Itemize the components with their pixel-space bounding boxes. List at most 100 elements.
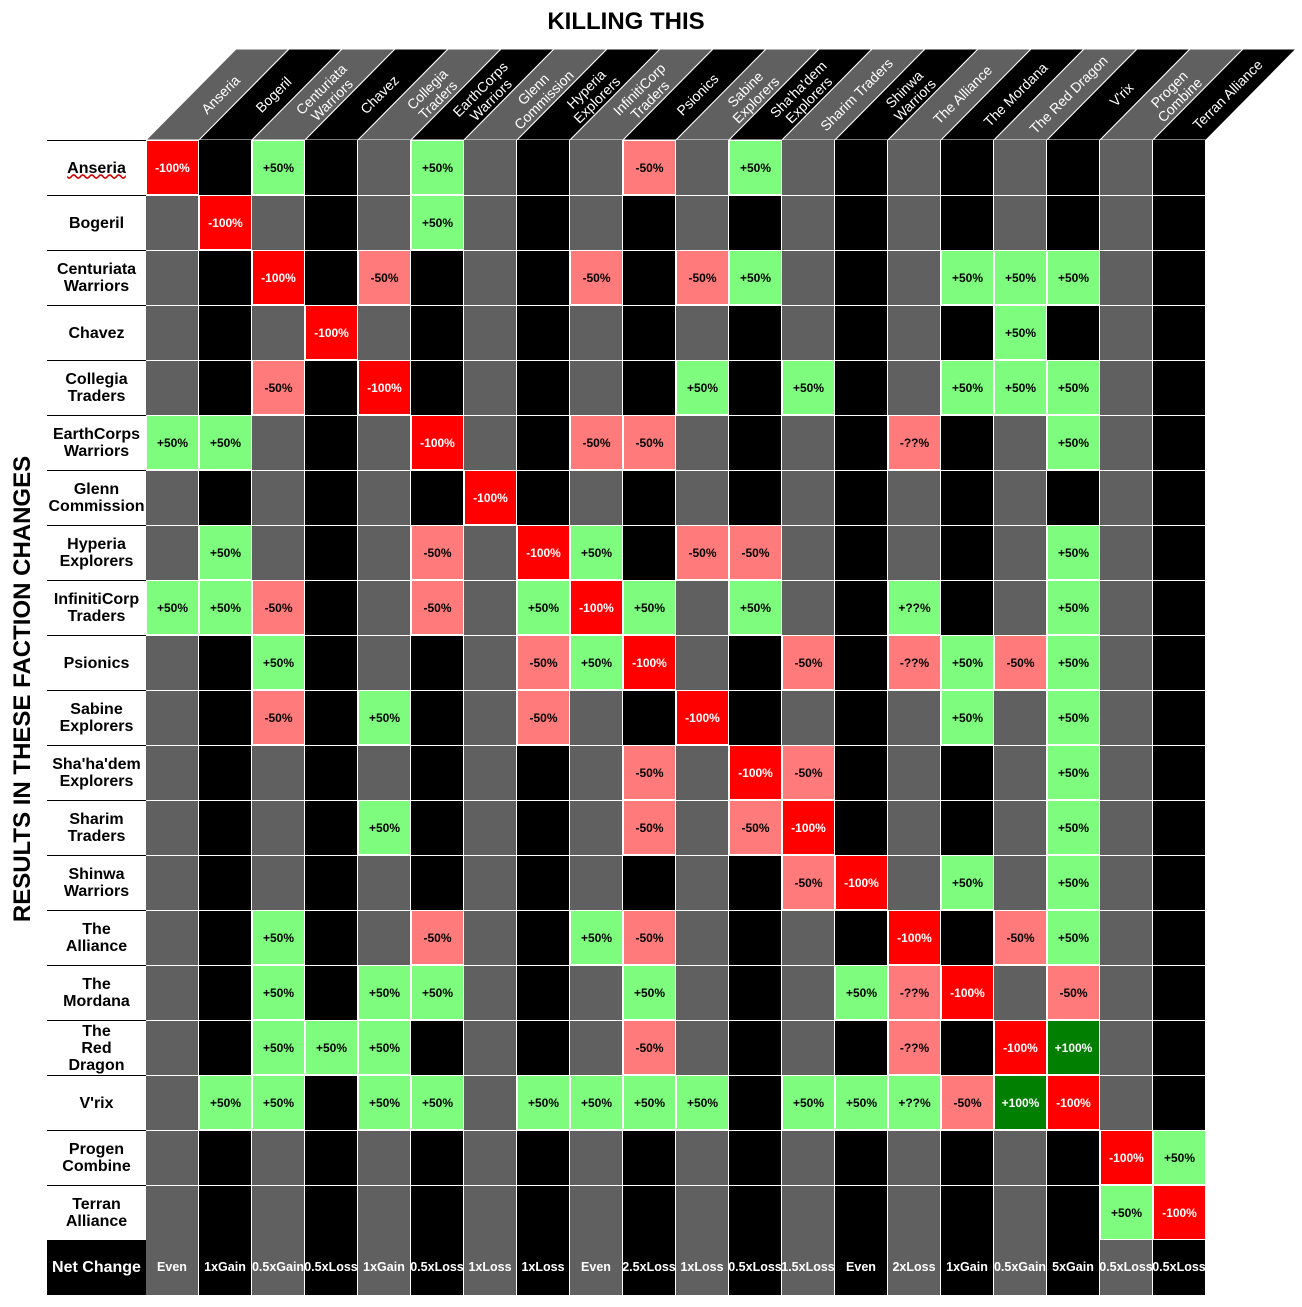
cell-the-alliance-psionics: -50% xyxy=(623,910,676,965)
row-separator xyxy=(146,195,1206,196)
cell-collegia-traders-sabine-explorers: +50% xyxy=(676,360,729,415)
net-change-label: Net Change xyxy=(47,1240,146,1295)
cell-sabine-explorers-collegia-traders: +50% xyxy=(358,690,411,745)
cell-collegia-traders-the-mordana: +50% xyxy=(941,360,994,415)
cell-the-mordana-earthcorps-warriors: +50% xyxy=(411,965,464,1020)
cell-centuriata-warriors-infiniticorp-traders: -50% xyxy=(570,250,623,305)
cell-v-rix-hyperia-explorers: +50% xyxy=(517,1075,570,1130)
row-separator xyxy=(146,305,1206,306)
chart-title: KILLING THIS xyxy=(547,8,705,35)
cell-the-mordana-collegia-traders: +50% xyxy=(358,965,411,1020)
column-header-bg-terran-alliance xyxy=(1152,48,1298,140)
cell-sabine-explorers-centuriata-warriors: -50% xyxy=(252,690,305,745)
row-label-v-rix: V'rix xyxy=(47,1075,146,1130)
cell-terran-alliance-terran-alliance: -100% xyxy=(1153,1185,1206,1240)
cell-the-red-dragon-the-red-dragon: -100% xyxy=(994,1020,1047,1075)
row-label-sha-ha-dem-explorers: Sha'ha'dem Explorers xyxy=(47,745,146,800)
cell-the-alliance-infiniticorp-traders: +50% xyxy=(570,910,623,965)
row-label-centuriata-warriors: Centuriata Warriors xyxy=(47,250,146,305)
cell-sharim-traders-sha-ha-dem-explorers: -50% xyxy=(729,800,782,855)
cell-sabine-explorers-hyperia-explorers: -50% xyxy=(517,690,570,745)
cell-sharim-traders-sharim-traders: -100% xyxy=(782,800,835,855)
cell-collegia-traders-centuriata-warriors: -50% xyxy=(252,360,305,415)
row-separator xyxy=(146,580,1206,581)
cell-psionics-the-red-dragon: -50% xyxy=(994,635,1047,690)
cell-centuriata-warriors-the-mordana: +50% xyxy=(941,250,994,305)
cell-v-rix-the-alliance: +??% xyxy=(888,1075,941,1130)
cell-the-mordana-shinwa-warriors: +50% xyxy=(835,965,888,1020)
cell-the-red-dragon-chavez: +50% xyxy=(305,1020,358,1075)
net-change-psionics: 2.5x Loss xyxy=(622,1240,676,1295)
row-separator xyxy=(146,910,1206,911)
cell-v-rix-sharim-traders: +50% xyxy=(782,1075,835,1130)
row-label-glenn-commission: Glenn Commission xyxy=(47,470,146,525)
cell-v-rix-sabine-explorers: +50% xyxy=(676,1075,729,1130)
cell-sha-ha-dem-explorers-v-rix: +50% xyxy=(1047,745,1100,800)
cell-anseria-centuriata-warriors: +50% xyxy=(252,140,305,195)
cell-anseria-earthcorps-warriors: +50% xyxy=(411,140,464,195)
row-separator xyxy=(146,745,1206,746)
cell-shinwa-warriors-shinwa-warriors: -100% xyxy=(835,855,888,910)
row-separator xyxy=(146,800,1206,801)
row-label-hyperia-explorers: Hyperia Explorers xyxy=(47,525,146,580)
cell-collegia-traders-sharim-traders: +50% xyxy=(782,360,835,415)
cell-centuriata-warriors-centuriata-warriors: -100% xyxy=(252,250,305,305)
cell-progen-combine-terran-alliance: +50% xyxy=(1153,1130,1206,1185)
row-separator xyxy=(146,1185,1206,1186)
cell-psionics-centuriata-warriors: +50% xyxy=(252,635,305,690)
row-label-shinwa-warriors: Shinwa Warriors xyxy=(47,855,146,910)
cell-sharim-traders-collegia-traders: +50% xyxy=(358,800,411,855)
row-label-psionics: Psionics xyxy=(47,635,146,690)
cell-infiniticorp-traders-bogeril: +50% xyxy=(199,580,252,635)
cell-infiniticorp-traders-sha-ha-dem-explorers: +50% xyxy=(729,580,782,635)
row-separator xyxy=(146,635,1206,636)
cell-the-alliance-earthcorps-warriors: -50% xyxy=(411,910,464,965)
cell-sharim-traders-v-rix: +50% xyxy=(1047,800,1100,855)
cell-chavez-chavez: -100% xyxy=(305,305,358,360)
cell-terran-alliance-progen-combine: +50% xyxy=(1100,1185,1153,1240)
cell-the-alliance-the-red-dragon: -50% xyxy=(994,910,1047,965)
cell-infiniticorp-traders-hyperia-explorers: +50% xyxy=(517,580,570,635)
cell-infiniticorp-traders-psionics: +50% xyxy=(623,580,676,635)
cell-psionics-the-alliance: -??% xyxy=(888,635,941,690)
row-label-sabine-explorers: Sabine Explorers xyxy=(47,690,146,745)
net-change-infiniticorp-traders: Even xyxy=(570,1240,623,1295)
row-label-earthcorps-warriors: EarthCorps Warriors xyxy=(47,415,146,470)
cell-the-red-dragon-collegia-traders: +50% xyxy=(358,1020,411,1075)
cell-hyperia-explorers-hyperia-explorers: -100% xyxy=(517,525,570,580)
cell-psionics-the-mordana: +50% xyxy=(941,635,994,690)
cell-sabine-explorers-the-mordana: +50% xyxy=(941,690,994,745)
row-separator xyxy=(146,1130,1206,1131)
net-change-earthcorps-warriors: 0.5x Loss xyxy=(410,1240,464,1295)
row-separator xyxy=(146,855,1206,856)
row-label-sharim-traders: Sharim Traders xyxy=(47,800,146,855)
cell-chavez-the-red-dragon: +50% xyxy=(994,305,1047,360)
cell-centuriata-warriors-sabine-explorers: -50% xyxy=(676,250,729,305)
row-label-the-alliance: The Alliance xyxy=(47,910,146,965)
cell-earthcorps-warriors-earthcorps-warriors: -100% xyxy=(411,415,464,470)
cell-the-alliance-v-rix: +50% xyxy=(1047,910,1100,965)
y-axis-label: RESULTS IN THESE FACTION CHANGES xyxy=(9,455,36,923)
cell-earthcorps-warriors-psionics: -50% xyxy=(623,415,676,470)
cell-earthcorps-warriors-anseria: +50% xyxy=(146,415,199,470)
cell-sha-ha-dem-explorers-sharim-traders: -50% xyxy=(782,745,835,800)
cell-psionics-infiniticorp-traders: +50% xyxy=(570,635,623,690)
cell-v-rix-psionics: +50% xyxy=(623,1075,676,1130)
net-change-shinwa-warriors: Even xyxy=(835,1240,888,1295)
cell-the-mordana-the-mordana: -100% xyxy=(941,965,994,1020)
row-label-terran-alliance: Terran Alliance xyxy=(47,1185,146,1240)
cell-psionics-sharim-traders: -50% xyxy=(782,635,835,690)
net-change-glenn-commission: 1x Loss xyxy=(464,1240,517,1295)
net-change-collegia-traders: 1x Gain xyxy=(358,1240,411,1295)
row-separator xyxy=(146,470,1206,471)
cell-psionics-hyperia-explorers: -50% xyxy=(517,635,570,690)
net-change-centuriata-warriors: 0.5x Gain xyxy=(252,1240,305,1295)
cell-hyperia-explorers-bogeril: +50% xyxy=(199,525,252,580)
cell-the-alliance-centuriata-warriors: +50% xyxy=(252,910,305,965)
cell-anseria-anseria: -100% xyxy=(146,140,199,195)
cell-hyperia-explorers-earthcorps-warriors: -50% xyxy=(411,525,464,580)
cell-psionics-psionics: -100% xyxy=(623,635,676,690)
row-label-infiniticorp-traders: InfinitiCorp Traders xyxy=(47,580,146,635)
cell-infiniticorp-traders-infiniticorp-traders: -100% xyxy=(570,580,623,635)
